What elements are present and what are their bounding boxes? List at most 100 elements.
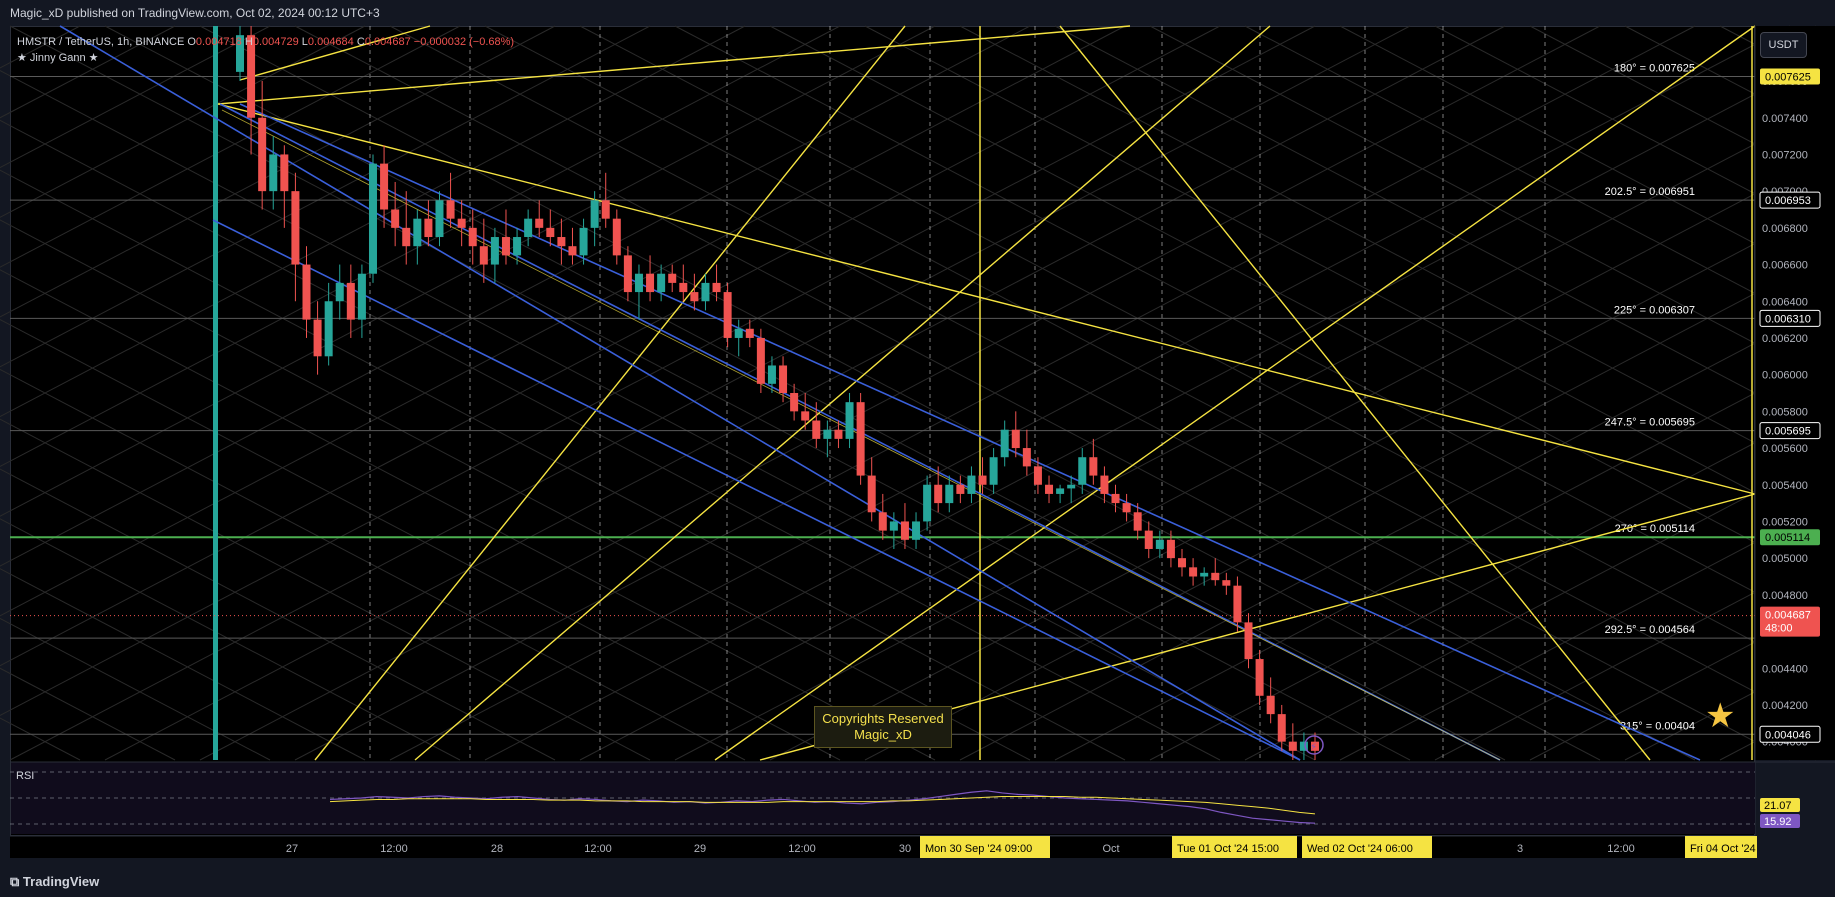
candle-body (302, 264, 311, 320)
last-price-tag-box (1760, 606, 1820, 637)
candle-body (701, 282, 710, 302)
candle-body (723, 292, 732, 338)
grid-diag-line (0, 25, 461, 268)
change-value: −0.000032 (−0.68%) (413, 36, 515, 48)
candle-body (845, 402, 854, 439)
close-label: C (356, 36, 365, 48)
candle-body (1277, 714, 1286, 742)
price-tag-box (1760, 68, 1820, 85)
open-value: 0.004718 (195, 36, 242, 48)
grid-diag-line (0, 25, 271, 169)
time-highlight-label: Wed 02 Oct '24 06:00 (1307, 843, 1413, 855)
grid-diag-line (1149, 400, 1835, 761)
candle-body (313, 319, 322, 357)
price-tick-label: 0.005000 (1762, 553, 1808, 565)
time-highlight-label: Mon 30 Sep '24 09:00 (925, 843, 1032, 855)
candle-body (324, 301, 333, 357)
price-tick-label: 0.006800 (1762, 223, 1808, 235)
tradingview-logo[interactable]: ⧉ TradingView (10, 874, 100, 889)
price-tag-box (1759, 309, 1821, 327)
gann-angle-line (239, 25, 431, 81)
gann-angle-line (217, 103, 1756, 495)
candle-body (679, 282, 688, 293)
publisher-text: Magic_xD published on TradingView.com, O… (10, 6, 380, 20)
candle-body (457, 218, 466, 228)
candle-body (424, 218, 433, 238)
gann-level-label: 270° = 0.005114 (1615, 523, 1695, 535)
candle-body (236, 35, 244, 72)
price-tag-box (1760, 529, 1820, 546)
candle-body (280, 154, 289, 192)
grid-diag-line (484, 25, 1835, 735)
lightning-glyph: ⚡ (1310, 742, 1317, 753)
copyright-line1: Copyrights Reserved (822, 711, 944, 726)
channel-line (59, 25, 1301, 761)
grid-diag-line (959, 300, 1835, 761)
grid-diag-line (0, 518, 461, 761)
candle-body (912, 521, 921, 540)
candle-body (513, 237, 522, 256)
candle-body (889, 521, 898, 531)
time-highlight-box (1302, 836, 1432, 858)
price-tag-label: 0.007625 (1765, 71, 1811, 83)
symbol-label[interactable]: HMSTR / TetherUS, 1h, BINANCE (17, 36, 185, 48)
candle-body (779, 365, 788, 393)
candle-body (335, 282, 344, 302)
candle-body (956, 484, 965, 494)
candle-body (1200, 572, 1209, 577)
candle-body (1189, 567, 1198, 577)
candle-body (1067, 484, 1076, 489)
grid-diag-line (0, 717, 81, 761)
grid-diag-line (0, 617, 271, 761)
gann-angle-line (217, 25, 1131, 105)
diagonal-grid (0, 25, 1835, 761)
candle-body (1033, 466, 1042, 485)
candle-body (1089, 457, 1098, 476)
grid-diag-line (0, 69, 1316, 761)
grid-diag-line (959, 25, 1835, 486)
time-highlight-label: Fri 04 Oct '24 (1690, 843, 1756, 855)
candle-body (812, 420, 821, 439)
star-marker-icon: ★ (1705, 696, 1735, 736)
candle-body (524, 218, 533, 238)
candle-body (834, 429, 843, 439)
price-tick-label: 0.006200 (1762, 333, 1808, 345)
time-tick-label: 29 (694, 843, 706, 855)
grid-diag-line (579, 101, 1835, 761)
candle-body (945, 484, 954, 504)
candle-body (767, 365, 776, 384)
time-highlight-box (1172, 836, 1297, 858)
grid-diag-line (1244, 450, 1835, 761)
candle-body (590, 200, 599, 228)
last-price-countdown: 48:00 (1765, 623, 1793, 635)
rsi-tag-box (1760, 814, 1800, 828)
grid-diag-line (0, 25, 936, 517)
candle-body (978, 475, 987, 485)
grid-diag-line (0, 25, 366, 218)
gann-angle-line (414, 25, 1271, 761)
candle-body (934, 484, 943, 504)
candle-body (1078, 457, 1087, 485)
price-tick-label: 0.005800 (1762, 406, 1808, 418)
grid-diag-line (0, 25, 81, 69)
price-tick-label: 0.006600 (1762, 260, 1808, 272)
candle-body (867, 475, 876, 513)
grid-diag-line (0, 25, 1316, 717)
grid-diag-line (0, 468, 556, 761)
grid-diag-line (1339, 25, 1835, 287)
currency-button[interactable]: USDT (1760, 32, 1807, 58)
gann-angle-line (1059, 25, 1651, 761)
price-axis-bg (1755, 26, 1835, 760)
gann-angle-line (314, 25, 906, 761)
grid-diag-line (0, 25, 651, 368)
grid-diag-line (1149, 25, 1835, 386)
indicator-name[interactable]: ★ Jinny Gann ★ (17, 52, 99, 64)
candles (236, 26, 1319, 760)
rsi-tag-label: 15.92 (1764, 816, 1792, 828)
footer-logo-text: TradingView (22, 874, 100, 889)
time-axis-bg (10, 836, 1755, 858)
high-value: 0.004729 (252, 36, 299, 48)
channel-line (212, 219, 1301, 761)
time-tick-label: 12:00 (1607, 843, 1635, 855)
